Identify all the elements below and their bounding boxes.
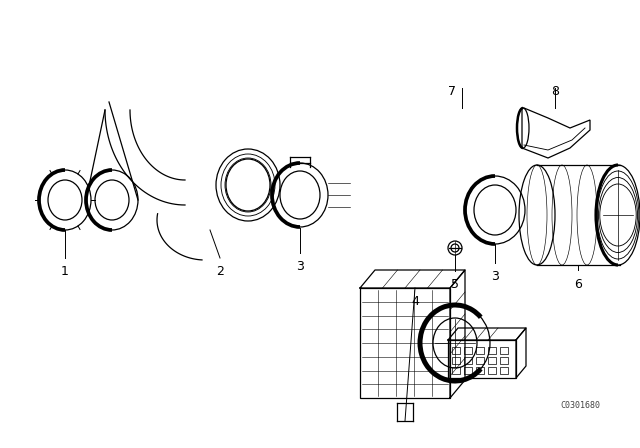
Bar bbox=[476, 347, 484, 354]
Bar bbox=[500, 347, 508, 354]
Bar bbox=[360, 288, 450, 398]
Text: 3: 3 bbox=[296, 260, 304, 273]
Bar bbox=[488, 367, 496, 374]
Text: 6: 6 bbox=[574, 278, 582, 291]
Bar bbox=[464, 367, 472, 374]
Bar bbox=[476, 357, 484, 364]
Bar bbox=[452, 367, 460, 374]
Bar bbox=[452, 347, 460, 354]
Bar bbox=[488, 347, 496, 354]
Bar bbox=[476, 367, 484, 374]
Bar bbox=[500, 357, 508, 364]
Text: 8: 8 bbox=[551, 85, 559, 98]
Bar bbox=[500, 367, 508, 374]
Bar bbox=[452, 357, 460, 364]
Text: 5: 5 bbox=[451, 278, 459, 291]
Text: 3: 3 bbox=[491, 270, 499, 283]
Ellipse shape bbox=[596, 165, 640, 265]
Text: C0301680: C0301680 bbox=[560, 401, 600, 410]
Bar bbox=[448, 340, 516, 378]
Text: 4: 4 bbox=[411, 295, 419, 308]
Bar bbox=[464, 347, 472, 354]
Bar bbox=[488, 357, 496, 364]
Text: 2: 2 bbox=[216, 265, 224, 278]
Bar bbox=[464, 357, 472, 364]
Text: 7: 7 bbox=[448, 85, 456, 98]
Text: 1: 1 bbox=[61, 265, 69, 278]
